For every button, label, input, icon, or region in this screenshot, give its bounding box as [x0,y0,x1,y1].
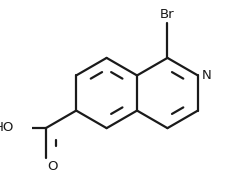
Text: O: O [47,160,58,173]
Text: HO: HO [0,121,14,134]
Text: N: N [202,69,212,82]
Text: Br: Br [160,8,175,21]
